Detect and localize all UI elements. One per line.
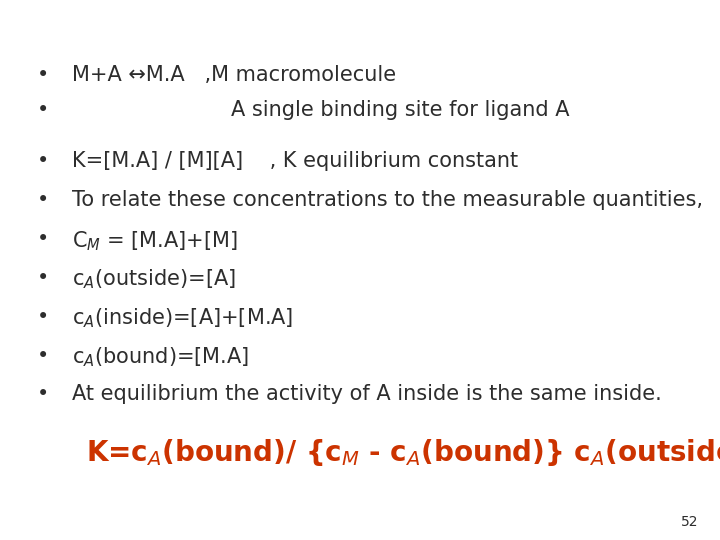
- Text: •: •: [37, 229, 50, 249]
- Text: K=c$_{A}$(bound)/ {c$_{M}$ - c$_{A}$(bound)} c$_{A}$(outside): K=c$_{A}$(bound)/ {c$_{M}$ - c$_{A}$(bou…: [86, 437, 720, 468]
- Text: •: •: [37, 151, 50, 171]
- Text: To relate these concentrations to the measurable quantities,: To relate these concentrations to the me…: [72, 190, 703, 210]
- Text: c$_{A}$(inside)=[A]+[M.A]: c$_{A}$(inside)=[A]+[M.A]: [72, 307, 293, 330]
- Text: M+A ↔M.A   ,M macromolecule: M+A ↔M.A ,M macromolecule: [72, 65, 396, 85]
- Text: •: •: [37, 307, 50, 327]
- Text: •: •: [37, 190, 50, 210]
- Text: •: •: [37, 346, 50, 366]
- Text: K=[M.A] / [M][A]    , K equilibrium constant: K=[M.A] / [M][A] , K equilibrium constan…: [72, 151, 518, 171]
- Text: c$_{A}$(bound)=[M.A]: c$_{A}$(bound)=[M.A]: [72, 346, 249, 369]
- Text: •: •: [37, 65, 50, 85]
- Text: C$_{M}$ = [M.A]+[M]: C$_{M}$ = [M.A]+[M]: [72, 229, 238, 253]
- Text: 52: 52: [681, 515, 698, 529]
- Text: A single binding site for ligand A: A single binding site for ligand A: [72, 100, 570, 120]
- Text: c$_{A}$(outside)=[A]: c$_{A}$(outside)=[A]: [72, 268, 236, 292]
- Text: •: •: [37, 268, 50, 288]
- Text: •: •: [37, 384, 50, 404]
- Text: •: •: [37, 100, 50, 120]
- Text: At equilibrium the activity of A inside is the same inside.: At equilibrium the activity of A inside …: [72, 384, 662, 404]
